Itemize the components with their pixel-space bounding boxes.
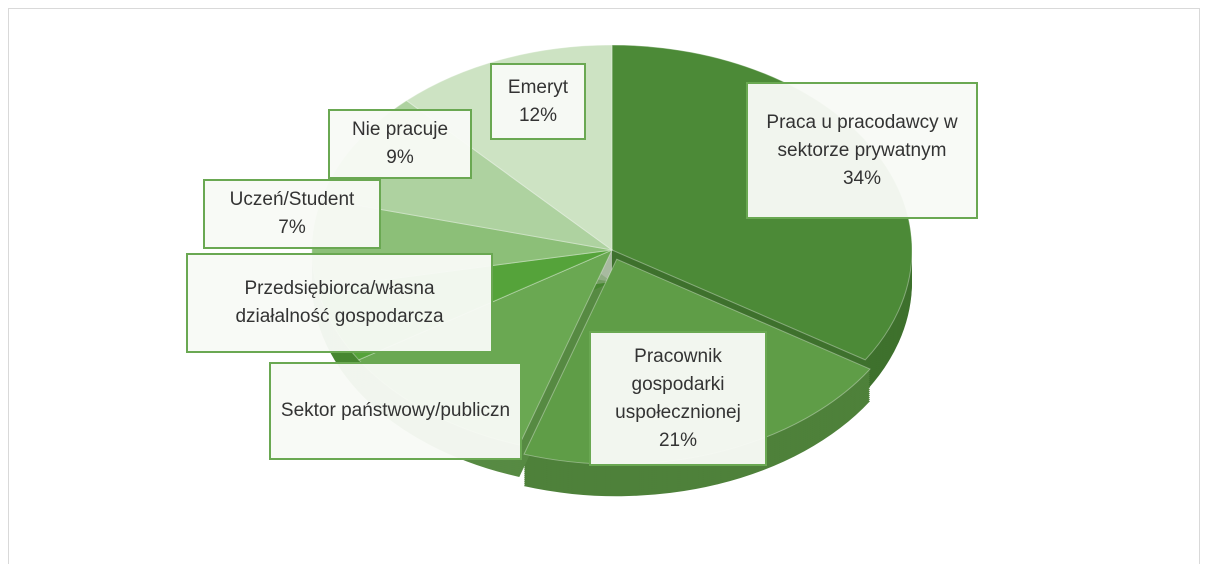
label-value: 21% <box>658 429 698 451</box>
label-value: 9% <box>386 147 414 168</box>
data-label: Praca u pracodawcy w sektorze prywatnym 3… <box>746 82 978 219</box>
data-label: Emeryt 12% <box>490 63 586 140</box>
label-category: Przedsiębiorca/własna działalność gospod… <box>235 278 444 327</box>
label-category: Praca u pracodawcy w sektorze prywatnym <box>766 111 958 161</box>
label-category: Sektor państwowy/publiczn <box>280 400 511 421</box>
label-value: 12% <box>518 104 558 126</box>
label-category: Nie pracuje <box>351 119 449 140</box>
data-label: Pracownik gospodarki uspołecznionej 21% <box>589 331 767 466</box>
label-category: Uczeń/Student <box>229 189 355 210</box>
label-category: Emeryt <box>507 76 569 98</box>
data-label: Nie pracuje 9% <box>328 109 472 179</box>
label-category: Pracownik gospodarki uspołecznionej <box>615 345 741 423</box>
chart-frame <box>8 8 1200 564</box>
data-label: Sektor państwowy/publiczn <box>269 362 522 460</box>
data-label: Uczeń/Student 7% <box>203 179 381 249</box>
label-value: 7% <box>278 217 306 238</box>
data-label: Przedsiębiorca/własna działalność gospod… <box>186 253 493 353</box>
label-value: 34% <box>842 167 882 189</box>
